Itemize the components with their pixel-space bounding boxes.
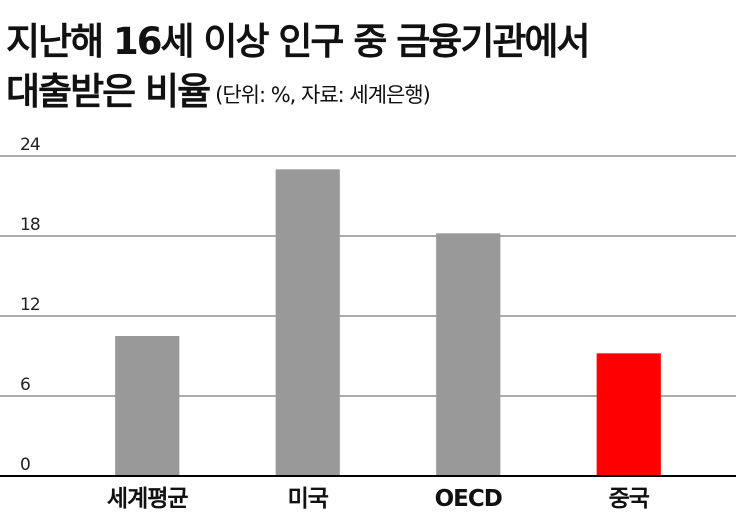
bar (115, 336, 180, 476)
y-tick-label: 12 (20, 295, 40, 315)
bar (275, 169, 340, 477)
y-tick-label: 0 (20, 455, 30, 475)
chart-subtitle: (단위: %, 자료: 세계은행) (215, 83, 430, 107)
x-tick-label: OECD (435, 486, 502, 512)
x-tick-label: 미국 (288, 486, 329, 512)
chart-title: 대출받은 비율 (6, 70, 210, 113)
bar (596, 353, 661, 476)
y-tick-label: 18 (20, 215, 40, 235)
x-tick-label: 세계평균 (107, 486, 188, 512)
y-tick-label: 6 (20, 375, 30, 395)
x-tick-label: 중국 (609, 486, 650, 512)
y-tick-label: 24 (20, 135, 40, 155)
chart-title: 지난해 16세 이상 인구 중 금융기관에서 (6, 20, 589, 63)
bar (436, 233, 501, 476)
